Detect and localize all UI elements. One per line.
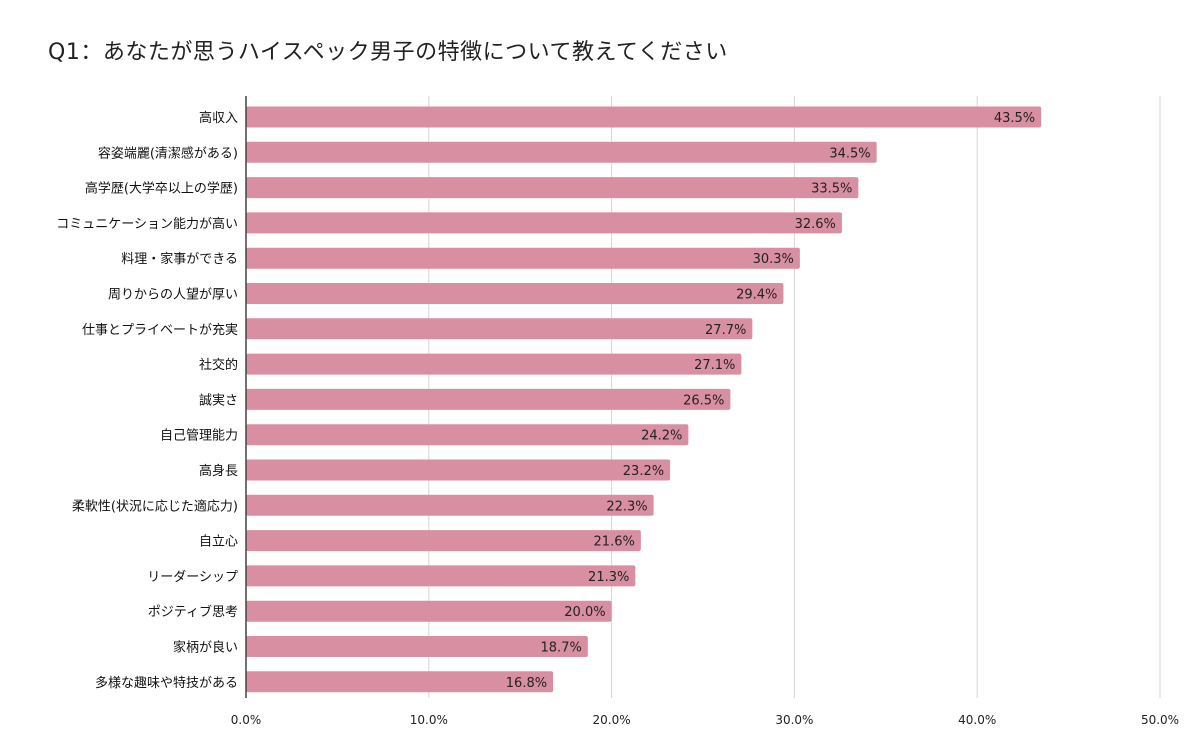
data-label: 20.0% <box>564 605 605 620</box>
data-label: 43.5% <box>994 111 1035 126</box>
category-label: 容姿端麗(清潔感がある) <box>98 145 238 161</box>
bar <box>246 177 859 199</box>
category-label: 柔軟性(状況に応じた適応力) <box>72 498 238 514</box>
data-label: 21.3% <box>588 570 629 585</box>
bar <box>246 283 784 304</box>
x-tick-label-layer: 0.0% 10.0% 20.0% 30.0% 40.0% 50.0% <box>231 713 1179 727</box>
category-label: 誠実さ <box>199 392 238 408</box>
category-label: 料理・家事ができる <box>121 251 238 267</box>
bar <box>246 494 654 516</box>
data-label: 34.5% <box>829 146 870 161</box>
bar <box>246 459 671 481</box>
bar <box>246 247 800 269</box>
bar <box>246 212 842 234</box>
bar-layer: 43.5% 34.5% 33.5% 32.6% 30.3% 29.4% 27.7% 27.1%… <box>246 106 1042 693</box>
data-label: 22.3% <box>606 499 647 514</box>
category-label: リーダーシップ <box>147 570 238 585</box>
x-tick-label: 10.0% <box>410 713 448 727</box>
category-label: 自己管理能力 <box>160 429 238 444</box>
category-label: 多様な趣味や特技がある <box>95 675 238 691</box>
bar <box>246 424 689 446</box>
bar <box>246 600 612 622</box>
category-label: 高学歴(大学卒以上の学歴) <box>85 181 238 197</box>
category-label: 自立心 <box>199 535 238 550</box>
x-tick-label: 30.0% <box>775 713 813 727</box>
bar <box>246 106 1042 128</box>
chart-title: Q1：あなたが思うハイスペック男子の特徴について教えてください <box>48 40 728 65</box>
x-tick-label: 20.0% <box>593 713 631 727</box>
x-tick-label: 40.0% <box>958 713 996 727</box>
data-label: 27.7% <box>705 323 746 338</box>
data-label: 27.1% <box>694 358 735 373</box>
data-label: 23.2% <box>623 464 664 479</box>
data-label: 32.6% <box>795 217 836 232</box>
data-label: 33.5% <box>811 182 852 197</box>
bar <box>246 530 641 552</box>
bar <box>246 353 742 375</box>
data-label: 26.5% <box>683 393 724 408</box>
category-label: ポジティブ思考 <box>148 604 238 620</box>
bar <box>246 318 753 340</box>
x-tick-label: 50.0% <box>1141 713 1179 727</box>
bar <box>246 388 731 410</box>
category-label: 周りからの人望が厚い <box>108 287 238 303</box>
data-label: 30.3% <box>753 252 794 267</box>
data-label: 18.7% <box>541 641 582 656</box>
category-label: 社交的 <box>199 357 238 373</box>
category-label: 高身長 <box>199 463 238 479</box>
x-tick-label: 0.0% <box>231 713 262 727</box>
data-label: 24.2% <box>641 429 682 444</box>
data-label: 29.4% <box>736 288 777 303</box>
bar <box>246 671 554 693</box>
data-label: 21.6% <box>594 535 635 550</box>
bar <box>246 141 877 163</box>
category-label: コミュニケーション能力が高い <box>56 216 238 232</box>
data-label: 16.8% <box>506 676 547 691</box>
category-label: 仕事とプライベートが充実 <box>82 322 238 338</box>
category-label: 家柄が良い <box>173 640 238 656</box>
bar <box>246 565 636 587</box>
category-label: 高収入 <box>199 110 238 126</box>
bar <box>246 636 588 657</box>
